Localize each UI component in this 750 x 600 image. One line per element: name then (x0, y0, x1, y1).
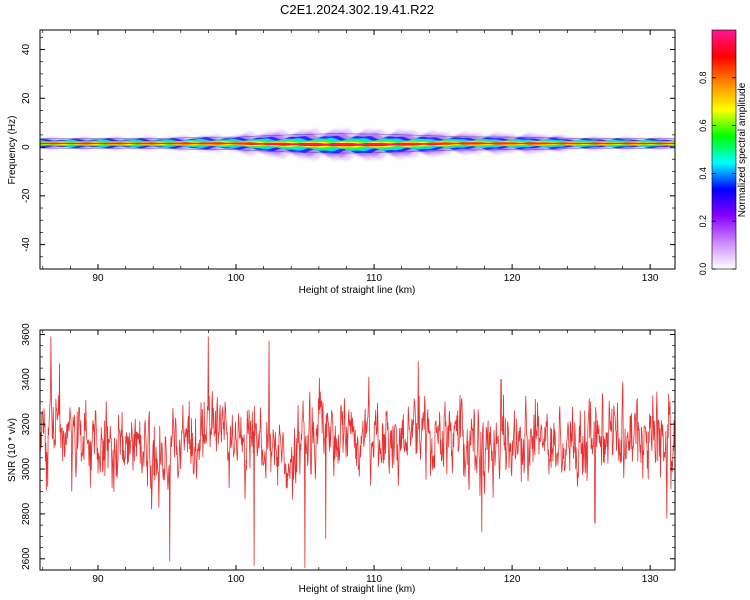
y-tick-label: 20 (21, 92, 32, 104)
spectrogram-y-ticks: -40 -20 0 20 40 (21, 36, 675, 258)
y-tick-label: 2600 (21, 547, 32, 570)
spectral-band-edge (40, 133, 675, 139)
snr-xlabel: Height of straight line (km) (299, 584, 416, 595)
y-tick-label: 40 (21, 44, 32, 56)
spectrogram-panel: 90 100 110 120 130 -40 -20 0 20 40 Height of str… (7, 29, 676, 296)
spectral-band (40, 128, 675, 161)
x-tick-label: 130 (642, 273, 659, 284)
y-tick-label: 3200 (21, 413, 32, 436)
colorbar-ticks: 0.0 0.2 0.4 0.6 0.8 (698, 72, 736, 276)
colorbar-tick-label: 0.2 (698, 215, 708, 228)
x-tick-label: 130 (642, 574, 659, 585)
y-tick-label: -40 (21, 237, 32, 252)
spectrogram-ylabel: Frequency (Hz) (7, 116, 18, 185)
colorbar-tick-label: 0.6 (698, 119, 708, 132)
figure-title: C2E1.2024.302.19.41.R22 (280, 2, 434, 17)
spectral-band-edge (40, 147, 675, 154)
snr-x-ticks: 90 100 110 120 130 (42, 330, 659, 585)
x-tick-label: 120 (504, 273, 521, 284)
colorbar-tick-label: 0.0 (698, 263, 708, 276)
x-tick-label: 120 (504, 574, 521, 585)
y-tick-label: 0 (21, 144, 32, 150)
x-tick-label: 90 (92, 273, 104, 284)
spectral-band-peak (40, 142, 675, 146)
snr-frame (39, 329, 676, 571)
snr-plot-area (40, 330, 675, 570)
colorbar-scale (711, 29, 737, 270)
x-tick-label: 90 (92, 574, 104, 585)
x-tick-label: 100 (228, 273, 245, 284)
colorbar-tick-label: 0.4 (698, 167, 708, 180)
snr-series-line (40, 336, 675, 569)
y-tick-label: 2800 (21, 502, 32, 525)
spectrogram-xlabel: Height of straight line (km) (299, 285, 416, 296)
y-tick-label: -20 (21, 188, 32, 203)
snr-ylabel: SNR (10 * v/v) (7, 418, 18, 482)
colorbar: 0.0 0.2 0.4 0.6 0.8 Normalized spectral ampl… (698, 29, 748, 276)
snr-y-ticks: 2600 2800 3000 3200 3400 3600 (21, 323, 675, 570)
y-tick-label: 3600 (21, 323, 32, 346)
colorbar-tick-label: 0.8 (698, 72, 708, 85)
spectrogram-x-ticks: 90 100 110 120 130 (42, 30, 659, 284)
x-tick-label: 100 (228, 574, 245, 585)
snr-panel: 90 100 110 120 130 260028003000320034003600 … (7, 323, 676, 595)
y-tick-label: 3000 (21, 458, 32, 481)
y-tick-label: 3400 (21, 368, 32, 391)
colorbar-label: Normalized spectral amplitude (737, 82, 748, 217)
x-tick-label: 110 (366, 574, 382, 585)
x-tick-label: 110 (366, 273, 382, 284)
spectrogram-frame (39, 29, 676, 270)
